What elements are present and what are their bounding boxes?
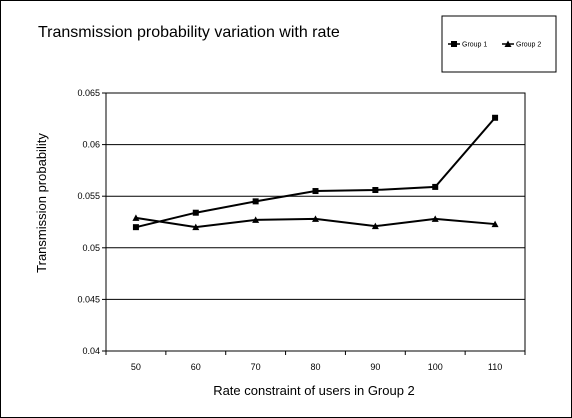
data-point bbox=[312, 188, 319, 195]
data-point bbox=[192, 223, 200, 231]
x-tick-label: 50 bbox=[131, 362, 141, 372]
y-axis-ticks: 0.04 0.045 0.05 0.055 0.06 0.065 bbox=[77, 88, 106, 356]
data-point bbox=[252, 216, 260, 223]
triangle-marker-icon bbox=[504, 40, 512, 47]
y-tick-label: 0.065 bbox=[77, 88, 100, 98]
x-axis-ticks: 50 60 70 80 90 100 110 bbox=[105, 351, 526, 372]
data-point bbox=[192, 209, 199, 216]
data-point bbox=[252, 198, 259, 205]
y-tick-label: 0.045 bbox=[77, 294, 100, 304]
legend-entry: Group 2 bbox=[516, 42, 541, 49]
data-point bbox=[132, 214, 140, 221]
legend: Group 1 Group 2 bbox=[441, 15, 557, 73]
x-tick-label: 100 bbox=[428, 362, 443, 372]
data-point bbox=[491, 220, 499, 228]
gridlines bbox=[106, 144, 525, 300]
y-tick-label: 0.06 bbox=[82, 140, 100, 150]
y-axis-label: Transmission probability bbox=[34, 133, 49, 273]
x-tick-label: 110 bbox=[488, 362, 502, 372]
x-axis-label: Rate constraint of users in Group 2 bbox=[213, 383, 415, 398]
y-tick-label: 0.04 bbox=[82, 346, 100, 356]
data-point bbox=[432, 183, 439, 190]
data-point bbox=[431, 215, 439, 222]
y-tick-label: 0.05 bbox=[82, 243, 100, 253]
legend-entry: Group 1 bbox=[462, 42, 487, 49]
series-1 bbox=[132, 114, 499, 231]
data-point bbox=[371, 222, 379, 230]
x-tick-label: 90 bbox=[370, 362, 380, 372]
data-point bbox=[132, 224, 139, 231]
data-point bbox=[312, 215, 319, 222]
chart-title: Transmission probability variation with … bbox=[38, 24, 340, 41]
x-tick-label: 80 bbox=[310, 362, 320, 372]
x-tick-label: 70 bbox=[251, 362, 261, 372]
y-tick-label: 0.055 bbox=[77, 191, 100, 201]
series-2 bbox=[132, 214, 499, 231]
square-marker-icon bbox=[451, 41, 457, 47]
x-tick-label: 60 bbox=[191, 362, 201, 372]
series-layer bbox=[132, 114, 499, 231]
series-line bbox=[135, 117, 496, 229]
legend-box bbox=[441, 15, 557, 73]
data-point bbox=[372, 187, 379, 194]
data-point bbox=[492, 114, 499, 121]
plot-area bbox=[105, 92, 526, 352]
